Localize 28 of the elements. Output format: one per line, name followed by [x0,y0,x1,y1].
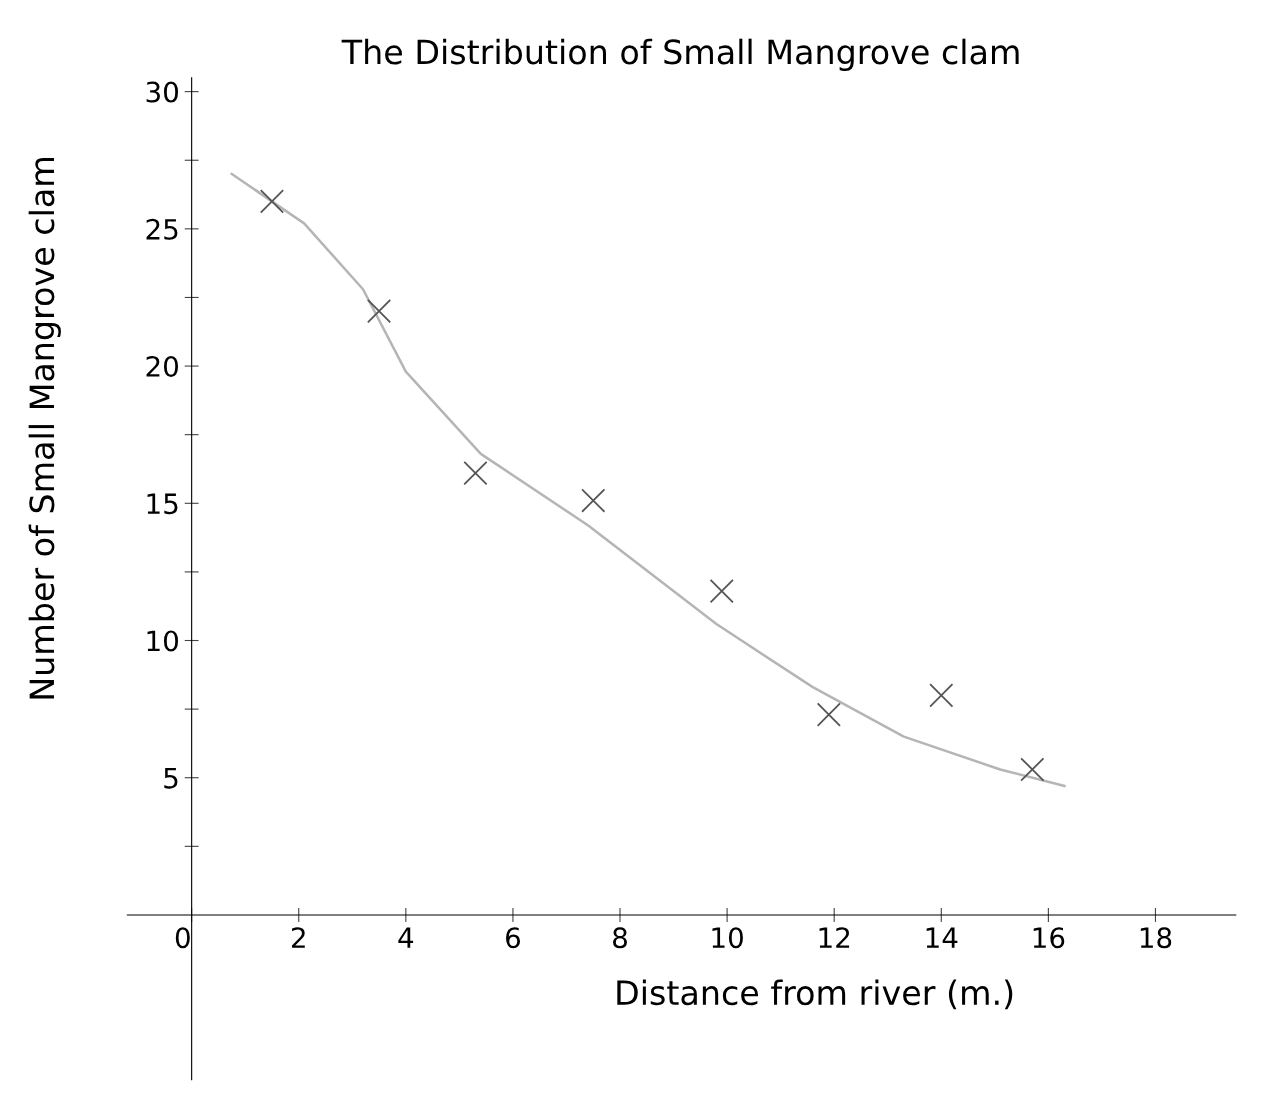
x-tick-label: 12 [819,927,850,948]
y-tick-label: 10 [147,630,178,652]
point [366,299,392,324]
y-tick-label: 25 [146,218,178,240]
x-tick-label: 4 [398,927,414,948]
point [929,683,954,708]
y-tick-label: 5 [164,768,178,789]
y-tick-label: 30 [146,81,178,103]
y-tick-label: 20 [146,356,178,378]
x-tick-label: 0 [175,927,190,949]
x-tick-label: 2 [291,927,305,948]
point [581,488,606,513]
x-axis-title: Distance from river (m.) [617,979,1013,1010]
chart-title: The Distribution of Small Mangrove clam [341,38,1019,71]
line-series [230,172,1066,788]
x-tick-label: 8 [613,927,627,949]
x-tick-label: 14 [926,927,958,948]
point [816,702,841,727]
point [1020,757,1045,782]
x-tick-label: 6 [506,927,521,949]
x-tick-label: 18 [1140,927,1172,949]
y-axis-title: Number of Small Mangrove clam [28,158,61,699]
point [463,460,488,486]
x-tick-label: 10 [712,927,743,949]
point [259,189,285,214]
point [709,579,734,604]
y-tick-label: 15 [147,493,178,515]
x-tick-label: 16 [1033,927,1065,949]
